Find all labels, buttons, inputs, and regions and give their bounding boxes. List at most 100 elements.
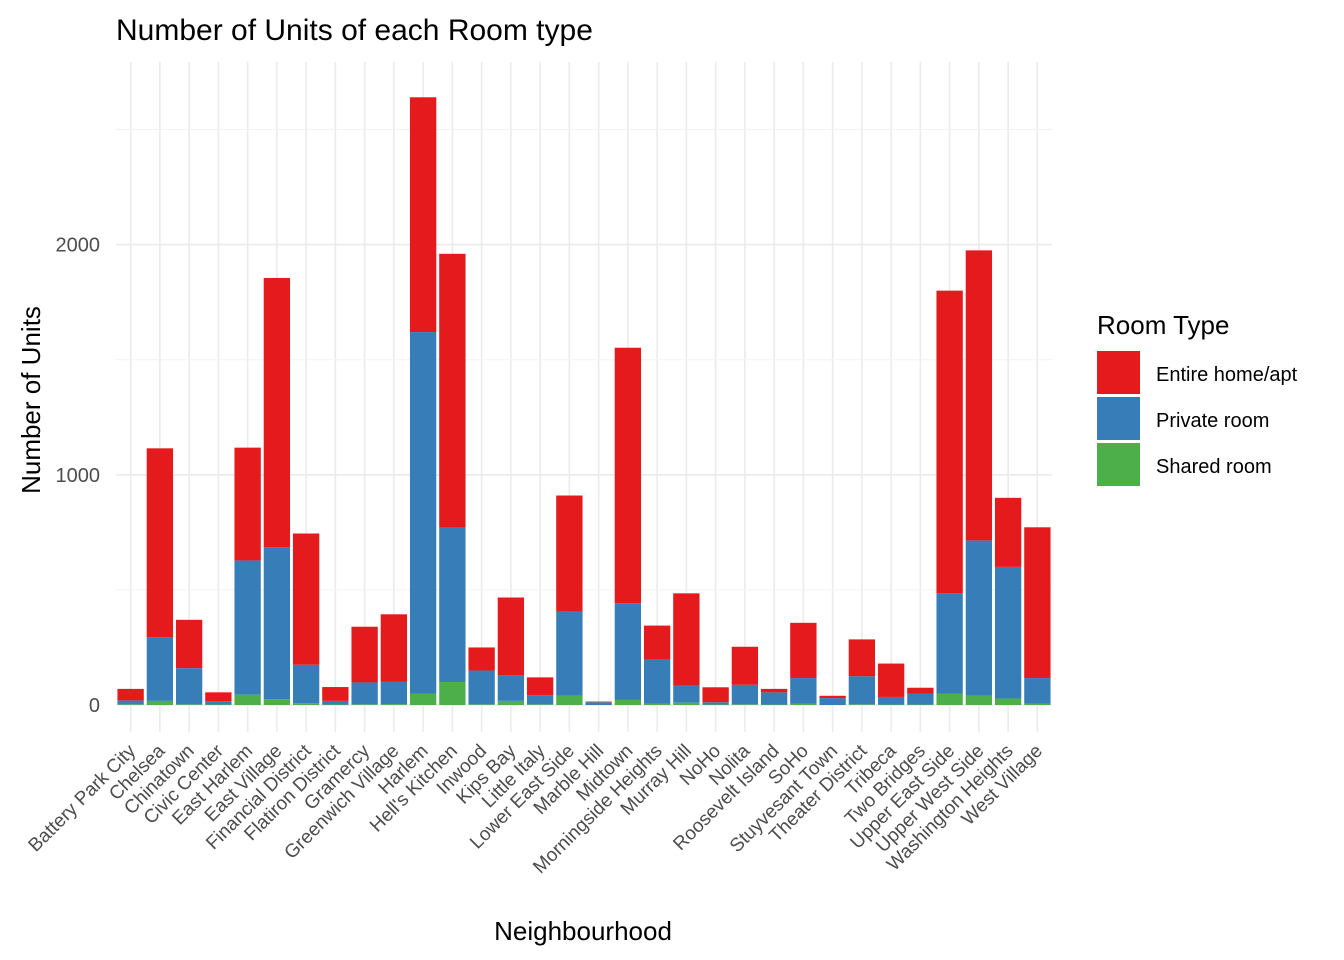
bar-segment-entire-home-apt <box>877 663 905 697</box>
bar-segment-shared-room <box>205 704 232 706</box>
bar-segment-private-room <box>848 676 876 705</box>
legend-swatch <box>1097 443 1140 486</box>
bar-segment-shared-room <box>965 695 993 705</box>
bar-segment-shared-room <box>907 704 934 706</box>
bar-segment-private-room <box>497 675 525 701</box>
legend-label: Shared room <box>1156 456 1272 478</box>
bar-segment-shared-room <box>322 704 349 706</box>
bar-segment-private-room <box>643 659 671 704</box>
bar-segment-private-room <box>790 678 817 704</box>
bars <box>117 97 1051 706</box>
bar-segment-private-room <box>263 547 291 700</box>
bar-segment-shared-room <box>731 704 759 705</box>
bar-segment-entire-home-apt <box>585 701 612 703</box>
bar-segment-private-room <box>409 332 437 694</box>
bar-segment-private-room <box>439 527 466 682</box>
bar-segment-entire-home-apt <box>965 250 993 541</box>
bar-segment-private-room <box>117 700 144 705</box>
bar-segment-shared-room <box>351 704 378 705</box>
bar-segment-entire-home-apt <box>380 614 408 682</box>
bar-segment-shared-room <box>175 704 203 705</box>
bar-segment-private-room <box>1024 678 1051 704</box>
bar-segment-shared-room <box>643 703 671 705</box>
bar-segment-shared-room <box>848 704 876 705</box>
bar-segment-shared-room <box>146 700 174 705</box>
bar-segment-private-room <box>556 611 583 696</box>
bar-segment-entire-home-apt <box>468 647 495 671</box>
legend-swatch <box>1097 351 1140 394</box>
bar-segment-entire-home-apt <box>117 688 144 701</box>
bar-segment-entire-home-apt <box>556 495 583 612</box>
bar-segment-private-room <box>175 668 203 705</box>
bar-segment-private-room <box>380 681 408 705</box>
bar-segment-shared-room <box>409 693 437 705</box>
bar-segment-entire-home-apt <box>702 687 729 703</box>
bar-segment-private-room <box>351 682 378 705</box>
bar-segment-shared-room <box>292 703 320 705</box>
bar-segment-entire-home-apt <box>205 692 232 702</box>
bar-segment-private-room <box>614 603 642 700</box>
bar-segment-entire-home-apt <box>322 687 349 701</box>
bar-segment-shared-room <box>877 704 905 706</box>
y-tick-label: 0 <box>89 695 100 717</box>
bar-segment-private-room <box>702 702 729 705</box>
legend-title: Room Type <box>1097 310 1229 340</box>
bar-segment-private-room <box>205 701 232 705</box>
bar-segment-private-room <box>526 695 554 705</box>
y-tick-label: 1000 <box>56 465 101 487</box>
bar-segment-private-room <box>877 696 905 705</box>
bar-segment-shared-room <box>1024 703 1051 705</box>
bar-segment-shared-room <box>526 704 554 705</box>
bar-segment-private-room <box>907 693 934 705</box>
bar-segment-shared-room <box>760 704 788 706</box>
bar-segment-private-room <box>234 560 261 695</box>
bar-segment-entire-home-apt <box>907 687 934 694</box>
bar-segment-shared-room <box>468 704 495 705</box>
bar-segment-entire-home-apt <box>351 626 378 683</box>
bar-segment-entire-home-apt <box>614 347 642 604</box>
bar-segment-private-room <box>965 540 993 696</box>
bar-segment-entire-home-apt <box>848 639 876 677</box>
bar-segment-private-room <box>322 700 349 705</box>
bar-segment-private-room <box>585 702 612 705</box>
bar-segment-entire-home-apt <box>234 447 261 561</box>
bar-segment-shared-room <box>234 694 261 705</box>
bar-segment-entire-home-apt <box>936 290 963 594</box>
x-axis-title: Neighbourhood <box>494 916 672 946</box>
bar-segment-private-room <box>468 670 495 705</box>
bar-segment-entire-home-apt <box>643 625 671 660</box>
bar-segment-private-room <box>673 685 700 703</box>
legend-label: Entire home/apt <box>1156 364 1298 386</box>
bar-segment-shared-room <box>790 703 817 705</box>
bar-segment-entire-home-apt <box>994 497 1022 567</box>
bar-segment-shared-room <box>673 702 700 705</box>
bar-segment-entire-home-apt <box>731 646 759 685</box>
bar-segment-shared-room <box>614 699 642 705</box>
bar-segment-shared-room <box>556 695 583 705</box>
bar-segment-private-room <box>292 664 320 704</box>
bar-segment-private-room <box>936 593 963 694</box>
bar-segment-entire-home-apt <box>146 448 174 638</box>
bar-segment-entire-home-apt <box>760 688 788 693</box>
y-axis-title: Number of Units <box>16 306 46 494</box>
chart-title: Number of Units of each Room type <box>116 14 593 47</box>
y-tick-label: 2000 <box>56 235 101 257</box>
bar-segment-private-room <box>146 637 174 701</box>
bar-segment-shared-room <box>702 704 729 706</box>
bar-segment-shared-room <box>439 681 466 705</box>
bar-segment-entire-home-apt <box>819 695 846 699</box>
bar-segment-entire-home-apt <box>292 533 320 665</box>
y-axis-ticks: 0 1000 2000 <box>56 235 101 717</box>
bar-segment-entire-home-apt <box>790 622 817 679</box>
bar-segment-entire-home-apt <box>263 277 291 548</box>
bar-segment-shared-room <box>994 698 1022 705</box>
bar-segment-shared-room <box>936 693 963 705</box>
bar-segment-private-room <box>819 698 846 705</box>
legend-swatch <box>1097 397 1140 440</box>
bar-segment-entire-home-apt <box>526 677 554 696</box>
legend-items: Entire home/apt Private room Shared room <box>1097 351 1298 486</box>
bar-segment-entire-home-apt <box>497 597 525 676</box>
bar-segment-shared-room <box>117 704 144 705</box>
bar-segment-shared-room <box>263 699 291 705</box>
